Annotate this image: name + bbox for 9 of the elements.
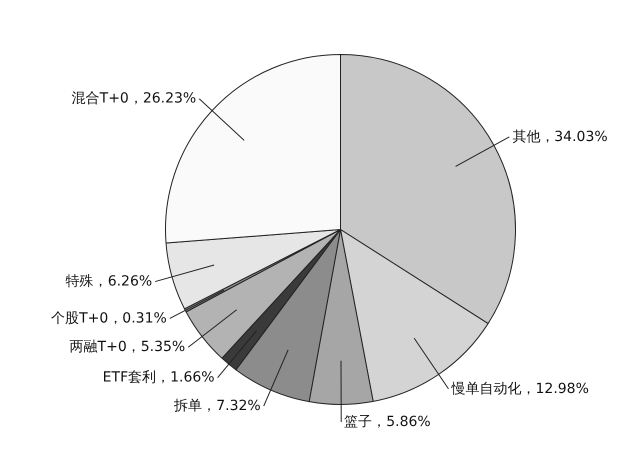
slice-label: 两融T+0，5.35% (70, 339, 186, 356)
slice-label: ETF套利，1.66% (102, 370, 215, 386)
slice-label: 混合T+0，26.23% (72, 90, 196, 107)
slice-label: 特殊，6.26% (66, 274, 152, 290)
slice-label: 慢单自动化，12.98% (450, 380, 589, 397)
slice-label: 个股T+0，0.31% (51, 310, 167, 326)
slice-label: 其他，34.03% (512, 128, 608, 145)
slice-label: 拆单，7.32% (173, 398, 261, 414)
slice-label: 篮子，5.86% (344, 414, 431, 430)
